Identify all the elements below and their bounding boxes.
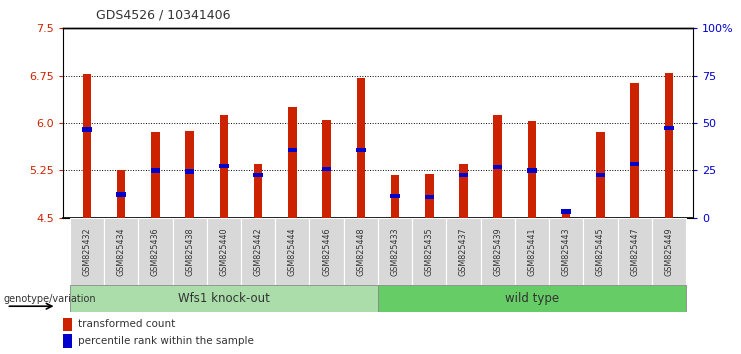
Text: GSM825433: GSM825433 [391,227,399,276]
Bar [310,218,344,285]
Bar [104,218,139,285]
Bar [378,218,412,285]
Text: Wfs1 knock-out: Wfs1 knock-out [178,292,270,305]
Bar [207,218,241,285]
Bar [241,218,275,285]
Text: GSM825437: GSM825437 [459,227,468,276]
Bar [446,218,481,285]
Text: GSM825442: GSM825442 [253,227,262,276]
Text: GSM825441: GSM825441 [528,227,536,276]
Bar [219,115,228,218]
Text: GSM825448: GSM825448 [356,227,365,276]
Bar [596,172,605,177]
Bar [459,164,468,218]
Text: GSM825434: GSM825434 [116,227,126,276]
Bar [116,192,126,196]
Text: GSM825446: GSM825446 [322,227,331,276]
Bar [82,127,92,132]
Bar [356,78,365,218]
Bar [562,210,571,218]
Bar [322,167,331,171]
Bar [185,131,194,218]
Bar [185,170,194,174]
Bar [583,218,617,285]
Bar [70,218,104,285]
Bar [275,218,310,285]
Bar [528,121,536,218]
Bar [412,218,446,285]
Bar [481,218,515,285]
Bar [356,148,365,152]
Bar [425,174,433,218]
Text: GSM825435: GSM825435 [425,227,433,276]
Bar [83,74,91,218]
Bar [425,195,434,199]
Bar [391,194,399,199]
Text: percentile rank within the sample: percentile rank within the sample [78,336,253,346]
Bar [150,168,160,172]
Bar [254,164,262,218]
Bar [493,165,502,170]
Bar [528,168,536,172]
Bar [378,285,686,312]
Text: GSM825436: GSM825436 [151,227,160,276]
Bar [151,132,160,218]
Bar [344,218,378,285]
Text: GSM825445: GSM825445 [596,227,605,276]
Bar [630,162,639,166]
Text: GSM825432: GSM825432 [82,227,91,276]
Text: GSM825443: GSM825443 [562,227,571,276]
Bar [562,209,571,213]
Text: GSM825449: GSM825449 [665,227,674,276]
Text: GSM825444: GSM825444 [288,227,297,276]
Bar [139,218,173,285]
Bar [652,218,686,285]
Bar [459,172,468,177]
Bar [494,115,502,218]
Text: GSM825440: GSM825440 [219,227,228,276]
Bar [288,148,297,152]
Bar [631,83,639,218]
Bar [664,126,674,130]
Text: GSM825439: GSM825439 [494,227,502,276]
Bar [617,218,652,285]
Bar [288,107,296,218]
Bar [253,172,263,177]
Bar [549,218,583,285]
Text: genotype/variation: genotype/variation [4,294,96,304]
Text: GSM825447: GSM825447 [630,227,639,276]
Bar [173,218,207,285]
Text: GSM825438: GSM825438 [185,227,194,276]
Bar [63,334,73,348]
Text: GDS4526 / 10341406: GDS4526 / 10341406 [96,9,231,22]
Text: transformed count: transformed count [78,319,175,329]
Bar [665,73,673,218]
Bar [391,175,399,218]
Bar [117,170,125,218]
Bar [70,285,378,312]
Bar [219,164,228,168]
Bar [322,120,330,218]
Bar [515,218,549,285]
Text: wild type: wild type [505,292,559,305]
Bar [596,132,605,218]
Bar [63,318,73,331]
